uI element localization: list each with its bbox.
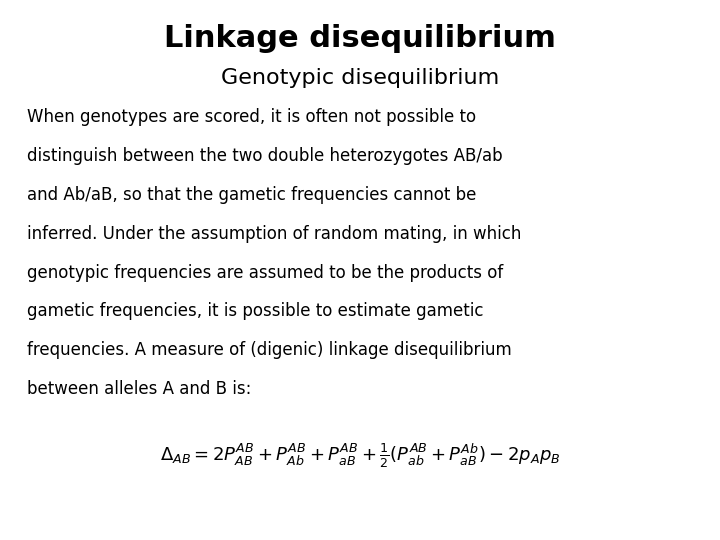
Text: Linkage disequilibrium: Linkage disequilibrium (164, 24, 556, 53)
Text: When genotypes are scored, it is often not possible to: When genotypes are scored, it is often n… (27, 108, 477, 126)
Text: Genotypic disequilibrium: Genotypic disequilibrium (221, 68, 499, 87)
Text: frequencies. A measure of (digenic) linkage disequilibrium: frequencies. A measure of (digenic) link… (27, 341, 512, 359)
Text: and Ab/aB, so that the gametic frequencies cannot be: and Ab/aB, so that the gametic frequenci… (27, 186, 477, 204)
Text: $\Delta_{AB} = 2P_{AB}^{AB} + P_{Ab}^{AB} + P_{aB}^{AB} + \frac{1}{2}(P_{ab}^{AB: $\Delta_{AB} = 2P_{AB}^{AB} + P_{Ab}^{AB… (160, 442, 560, 470)
Text: inferred. Under the assumption of random mating, in which: inferred. Under the assumption of random… (27, 225, 522, 242)
Text: genotypic frequencies are assumed to be the products of: genotypic frequencies are assumed to be … (27, 264, 503, 281)
Text: gametic frequencies, it is possible to estimate gametic: gametic frequencies, it is possible to e… (27, 302, 484, 320)
Text: distinguish between the two double heterozygotes AB/ab: distinguish between the two double heter… (27, 147, 503, 165)
Text: between alleles A and B is:: between alleles A and B is: (27, 380, 252, 398)
